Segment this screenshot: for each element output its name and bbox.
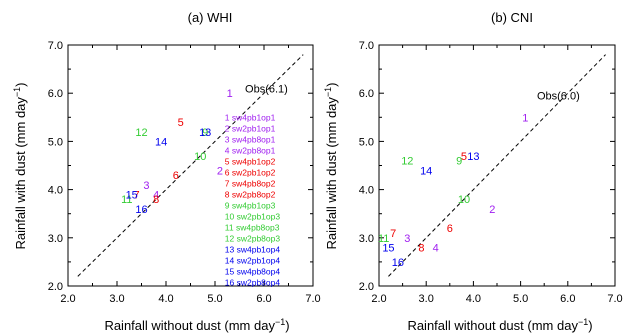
x-tick-labels: 2.0 3.0 4.0 5.0 6.0 7.0 — [60, 293, 320, 305]
obs-line — [388, 54, 606, 277]
legend-entry: 10 sw2pb1op3 — [225, 211, 281, 221]
x-tick-label: 7.0 — [607, 293, 622, 305]
panel-b-cni: (b) CNI 2.0 3.0 4.0 5.0 6.0 7.0 2.0 3.0 4.0 5.0 6… — [323, 10, 623, 333]
data-point-label: 10 — [458, 194, 470, 206]
y-tick-label: 3.0 — [359, 233, 374, 245]
data-point-label: 4 — [153, 189, 159, 201]
data-point-label: 16 — [135, 204, 147, 216]
legend-entry: 13 sw4pb1op4 — [225, 244, 281, 254]
legend-entry: 12 sw2pb8op3 — [225, 233, 281, 243]
data-point-label: 1 — [522, 112, 528, 124]
data-point-label: 12 — [135, 127, 147, 139]
x-tick-label: 6.0 — [256, 293, 271, 305]
obs-label: Obs(6.1) — [245, 83, 288, 95]
panel-a-whi: (a) WHI 2.0 3.0 4.0 5.0 6.0 7.0 2.0 3.0 4.0 5.0 6… — [12, 10, 321, 333]
chart-title: (b) CNI — [491, 10, 533, 25]
data-point-label: 2 — [489, 204, 495, 216]
legend-entry: 4 sw2pb8op1 — [225, 145, 276, 155]
legend-entry: 2 sw2pb1op1 — [225, 123, 276, 133]
data-point-label: 15 — [382, 242, 394, 254]
legend-entry: 16 sw2pb8op4 — [225, 277, 281, 287]
data-point-label: 11 — [121, 194, 132, 206]
y-tick-label: 5.0 — [48, 136, 63, 148]
x-tick-label: 5.0 — [513, 293, 528, 305]
y-tick-labels: 2.0 3.0 4.0 5.0 6.0 7.0 — [48, 40, 63, 293]
y-tick-label: 2.0 — [48, 281, 63, 293]
x-tick-label: 7.0 — [305, 293, 320, 305]
data-point-label: 11 — [378, 233, 389, 245]
data-point-label: 14 — [155, 136, 167, 148]
data-point-label: 3 — [404, 233, 410, 245]
legend-entry: 7 sw4pb8op2 — [225, 178, 276, 188]
y-tick-label: 2.0 — [359, 281, 374, 293]
data-point-label: 2 — [217, 165, 223, 177]
y-tick-label: 6.0 — [48, 88, 63, 100]
legend-entry: 9 sw4pb1op3 — [225, 200, 276, 210]
data-point-label: 1 — [227, 88, 233, 100]
legend-entry: 3 sw4pb8op1 — [225, 134, 276, 144]
x-tick-label: 4.0 — [466, 293, 481, 305]
data-point-label: 14 — [420, 165, 432, 177]
data-point-label: 9 — [202, 127, 208, 139]
x-tick-label: 5.0 — [207, 293, 222, 305]
data-point-label: 7 — [134, 189, 140, 201]
data-point-label: 5 — [461, 151, 467, 163]
data-point-label: 4 — [433, 242, 439, 254]
data-point-label: 16 — [392, 257, 404, 269]
data-point-label: 6 — [173, 170, 179, 182]
data-point-label: 6 — [447, 223, 453, 235]
data-point-label: 8 — [418, 242, 424, 254]
y-tick-label: 7.0 — [359, 40, 374, 52]
x-axis-label: Rainfall without dust (mm day−1) — [407, 317, 592, 333]
x-tick-labels: 2.0 3.0 4.0 5.0 6.0 7.0 — [371, 293, 622, 305]
obs-line — [77, 54, 304, 277]
legend-entry: 14 sw2pb1op4 — [225, 255, 281, 265]
data-point-label: 3 — [143, 180, 149, 192]
y-tick-labels: 2.0 3.0 4.0 5.0 6.0 7.0 — [359, 40, 374, 293]
legend-entry: 11 sw4pb8op3 — [225, 222, 280, 232]
y-axis-label: Rainfall with dust (mm day−1) — [323, 82, 339, 249]
x-tick-label: 2.0 — [371, 293, 386, 305]
data-point-label: 12 — [401, 156, 413, 168]
data-point-label: 9 — [456, 156, 462, 168]
data-point-label: 13 — [199, 127, 211, 139]
y-tick-label: 4.0 — [359, 185, 374, 197]
x-tick-label: 4.0 — [158, 293, 173, 305]
y-tick-label: 3.0 — [48, 233, 63, 245]
y-tick-label: 6.0 — [359, 88, 374, 100]
x-axis-label: Rainfall without dust (mm day−1) — [104, 317, 289, 333]
y-tick-label: 4.0 — [48, 185, 63, 197]
x-tick-label: 2.0 — [60, 293, 75, 305]
data-point-label: 10 — [194, 151, 206, 163]
data-point-label: 7 — [390, 228, 396, 240]
y-tick-label: 5.0 — [359, 136, 374, 148]
legend-entry: 6 sw2pb1op2 — [225, 167, 276, 177]
y-tick-label: 7.0 — [48, 40, 63, 52]
data-point-label: 5 — [178, 117, 184, 129]
data-point-label: 15 — [126, 189, 138, 201]
chart-title: (a) WHI — [188, 10, 233, 25]
axis-ticks — [67, 44, 314, 287]
data-point-label: 8 — [153, 194, 159, 206]
x-tick-label: 3.0 — [109, 293, 124, 305]
axis-ticks — [378, 44, 616, 287]
x-tick-label: 6.0 — [560, 293, 575, 305]
obs-label: Obs(6.0) — [537, 91, 580, 103]
legend-entry: 15 sw4pb8op4 — [225, 266, 281, 276]
legend-entry: 5 sw4pb1op2 — [225, 156, 276, 166]
legend-entry: 8 sw2pb8op2 — [225, 189, 276, 199]
x-tick-label: 3.0 — [419, 293, 434, 305]
legend-entry: 1 sw4pb1op1 — [225, 112, 276, 122]
y-axis-label: Rainfall with dust (mm day−1) — [12, 82, 28, 249]
data-point-label: 13 — [467, 151, 479, 163]
